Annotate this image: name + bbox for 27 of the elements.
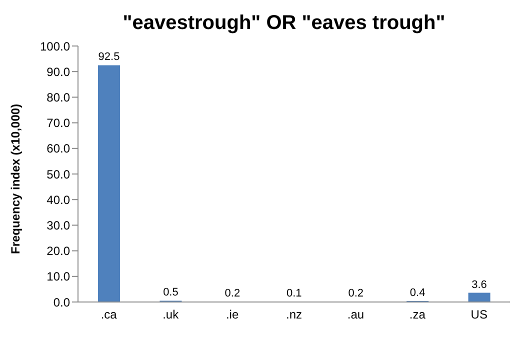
y-axis-title: Frequency index (x10,000) bbox=[8, 104, 22, 254]
y-tick-label: 70.0 bbox=[46, 116, 70, 130]
y-tick-label: 0.0 bbox=[53, 295, 70, 310]
data-label: 0.1 bbox=[286, 288, 302, 300]
x-tick-label: .ie bbox=[226, 308, 239, 322]
chart-title: "eavestrough" OR "eaves trough" bbox=[122, 11, 446, 36]
y-tick-label: 40.0 bbox=[46, 192, 70, 207]
data-label: 0.2 bbox=[348, 287, 364, 300]
x-tick-label: .nz bbox=[286, 308, 302, 322]
y-tick-label: 100.0 bbox=[40, 39, 70, 54]
x-tick-label: .za bbox=[409, 308, 426, 322]
y-tick-label: 20.0 bbox=[46, 244, 70, 258]
data-label: 0.2 bbox=[224, 287, 240, 300]
y-tick-label: 10.0 bbox=[46, 270, 70, 284]
y-tick-label: 80.0 bbox=[46, 90, 70, 104]
data-label: 0.4 bbox=[410, 286, 426, 299]
x-tick-label: .au bbox=[347, 308, 364, 322]
x-tick-label: .ca bbox=[100, 308, 118, 322]
y-tick-label: 30.0 bbox=[46, 218, 70, 232]
x-tick-label: US bbox=[470, 308, 488, 322]
y-tick-label: 60.0 bbox=[46, 142, 70, 156]
y-tick-label: 50.0 bbox=[46, 167, 70, 182]
data-label: 3.6 bbox=[472, 278, 487, 291]
y-tick-label: 90.0 bbox=[46, 64, 70, 79]
data-label: 92.5 bbox=[98, 51, 120, 64]
data-label: 0.5 bbox=[163, 286, 178, 299]
x-tick-label: .uk bbox=[162, 308, 180, 322]
